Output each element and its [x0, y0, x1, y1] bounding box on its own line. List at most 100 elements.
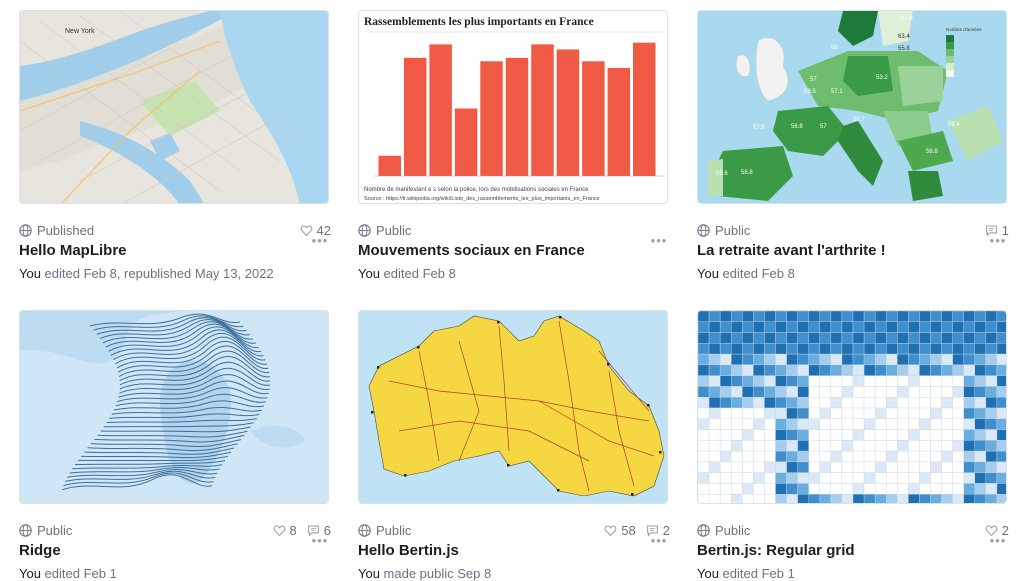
thumbnail-regular-grid[interactable] [697, 310, 1007, 504]
notebook-title[interactable]: Hello Bertin.js [358, 542, 459, 559]
notebook-title[interactable]: Mouvements sociaux en France [358, 242, 585, 259]
grid-cell [874, 375, 887, 387]
grid-cell [742, 375, 754, 387]
ridge-line [115, 393, 266, 407]
grid-cell [797, 429, 809, 441]
grid-cell [952, 407, 964, 419]
grid-cell [819, 343, 832, 355]
comments-count[interactable]: 1 [985, 223, 1009, 238]
grid-cell [886, 494, 898, 503]
grid-cell [963, 461, 975, 473]
grid-cell [897, 483, 909, 495]
svg-text:55.8: 55.8 [898, 46, 910, 52]
grid-cell [698, 461, 710, 473]
grid-cell [786, 461, 798, 473]
grid-cell [753, 364, 765, 376]
thumbnail-retraite[interactable]: Nombre d'années 57.6 63.4 55.8 58 57 53.… [697, 10, 1007, 204]
more-options-icon[interactable]: ••• [650, 533, 668, 548]
more-options-icon[interactable]: ••• [650, 233, 668, 248]
grid-cell [731, 483, 743, 495]
comments-count[interactable]: 2 [646, 523, 670, 538]
grid-cell [908, 407, 920, 419]
grid-cell [775, 332, 787, 344]
likes-count[interactable]: 58 [604, 523, 636, 538]
grid-cell [719, 472, 732, 484]
grid-cell [852, 440, 865, 452]
grid-cell [963, 407, 975, 419]
grid-cell [908, 494, 920, 503]
grid-cell [919, 332, 931, 344]
grid-cell [708, 418, 721, 430]
thumbnail-maplibre[interactable]: New York [19, 10, 329, 204]
grid-cell [952, 364, 964, 376]
globe-icon [19, 524, 32, 537]
card-meta: Public 1 [697, 223, 1009, 239]
grid-cell [819, 461, 832, 473]
notebook-title[interactable]: Hello MapLibre [19, 242, 127, 259]
grid-cell [841, 440, 854, 452]
grid-cell [819, 418, 832, 430]
grid-cell [886, 407, 898, 419]
notebook-title[interactable]: Ridge [19, 542, 61, 559]
grid-cell [719, 483, 732, 495]
grid-cell [764, 494, 776, 503]
grid-cell [841, 407, 854, 419]
grid-cell [808, 311, 820, 322]
more-options-icon[interactable]: ••• [311, 233, 329, 248]
grid-cell [819, 494, 832, 503]
grid-cell [753, 386, 765, 398]
notebook-title[interactable]: La retraite avant l'arthrite ! [697, 242, 886, 259]
grid-cell [786, 472, 798, 484]
thumbnail-mouvements[interactable]: Rassemblements les plus importants en Fr… [358, 10, 668, 204]
likes-count[interactable]: 42 [300, 223, 331, 238]
grid-cell [830, 386, 843, 398]
grid-cell [753, 321, 765, 333]
grid-cell [996, 397, 1006, 409]
grid-cell [841, 494, 854, 503]
grid-cell [963, 429, 975, 441]
thumb-caption-1: Nombre de manifestant e s selon la polic… [364, 187, 589, 193]
grid-cell [731, 311, 743, 322]
grid-cell [897, 407, 909, 419]
grid-cell [808, 332, 820, 344]
grid-cell [830, 461, 843, 473]
grid-cell [731, 386, 743, 398]
grid-cell [919, 321, 931, 333]
grid-cell [985, 364, 998, 376]
thumb-chart-title: Rassemblements les plus importants en Fr… [364, 16, 594, 28]
grid-cell [886, 429, 898, 441]
svg-text:53.2: 53.2 [876, 75, 888, 81]
visibility-label: Public [715, 523, 751, 538]
grid-cell [852, 386, 865, 398]
edit-info: You edited Feb 1 [19, 566, 117, 581]
grid-cell [786, 364, 798, 376]
thumbnail-hello-bertin[interactable] [358, 310, 668, 504]
grid-cell [963, 321, 975, 333]
thumb-caption-2: Source : https://fr.wikipedia.org/wiki/L… [364, 196, 600, 202]
likes-count[interactable]: 2 [985, 523, 1009, 538]
svg-text:56.8: 56.8 [791, 124, 803, 130]
thumbnail-ridge[interactable] [19, 310, 329, 504]
grid-cell [775, 440, 787, 452]
grid-cell [753, 472, 765, 484]
svg-text:58.8: 58.8 [741, 170, 753, 176]
ridge-line [97, 430, 248, 438]
grid-cell [863, 483, 876, 495]
bar-mark [505, 57, 529, 176]
grid-cell [974, 375, 987, 387]
grid-cell [886, 364, 898, 376]
notebook-title[interactable]: Bertin.js: Regular grid [697, 542, 855, 559]
grid-cell [731, 332, 743, 344]
likes-count[interactable]: 8 [273, 523, 297, 538]
more-options-icon[interactable]: ••• [989, 533, 1007, 548]
grid-cell [753, 332, 765, 344]
more-options-icon[interactable]: ••• [989, 233, 1007, 248]
more-options-icon[interactable]: ••• [311, 533, 329, 548]
card-meta: Public 58 2 [358, 523, 670, 539]
ridge-line [102, 321, 253, 344]
grid-cell [897, 440, 909, 452]
grid-cell [941, 429, 953, 441]
comments-count[interactable]: 6 [307, 523, 331, 538]
grid-cell [708, 353, 721, 366]
grid-cell [742, 386, 754, 398]
